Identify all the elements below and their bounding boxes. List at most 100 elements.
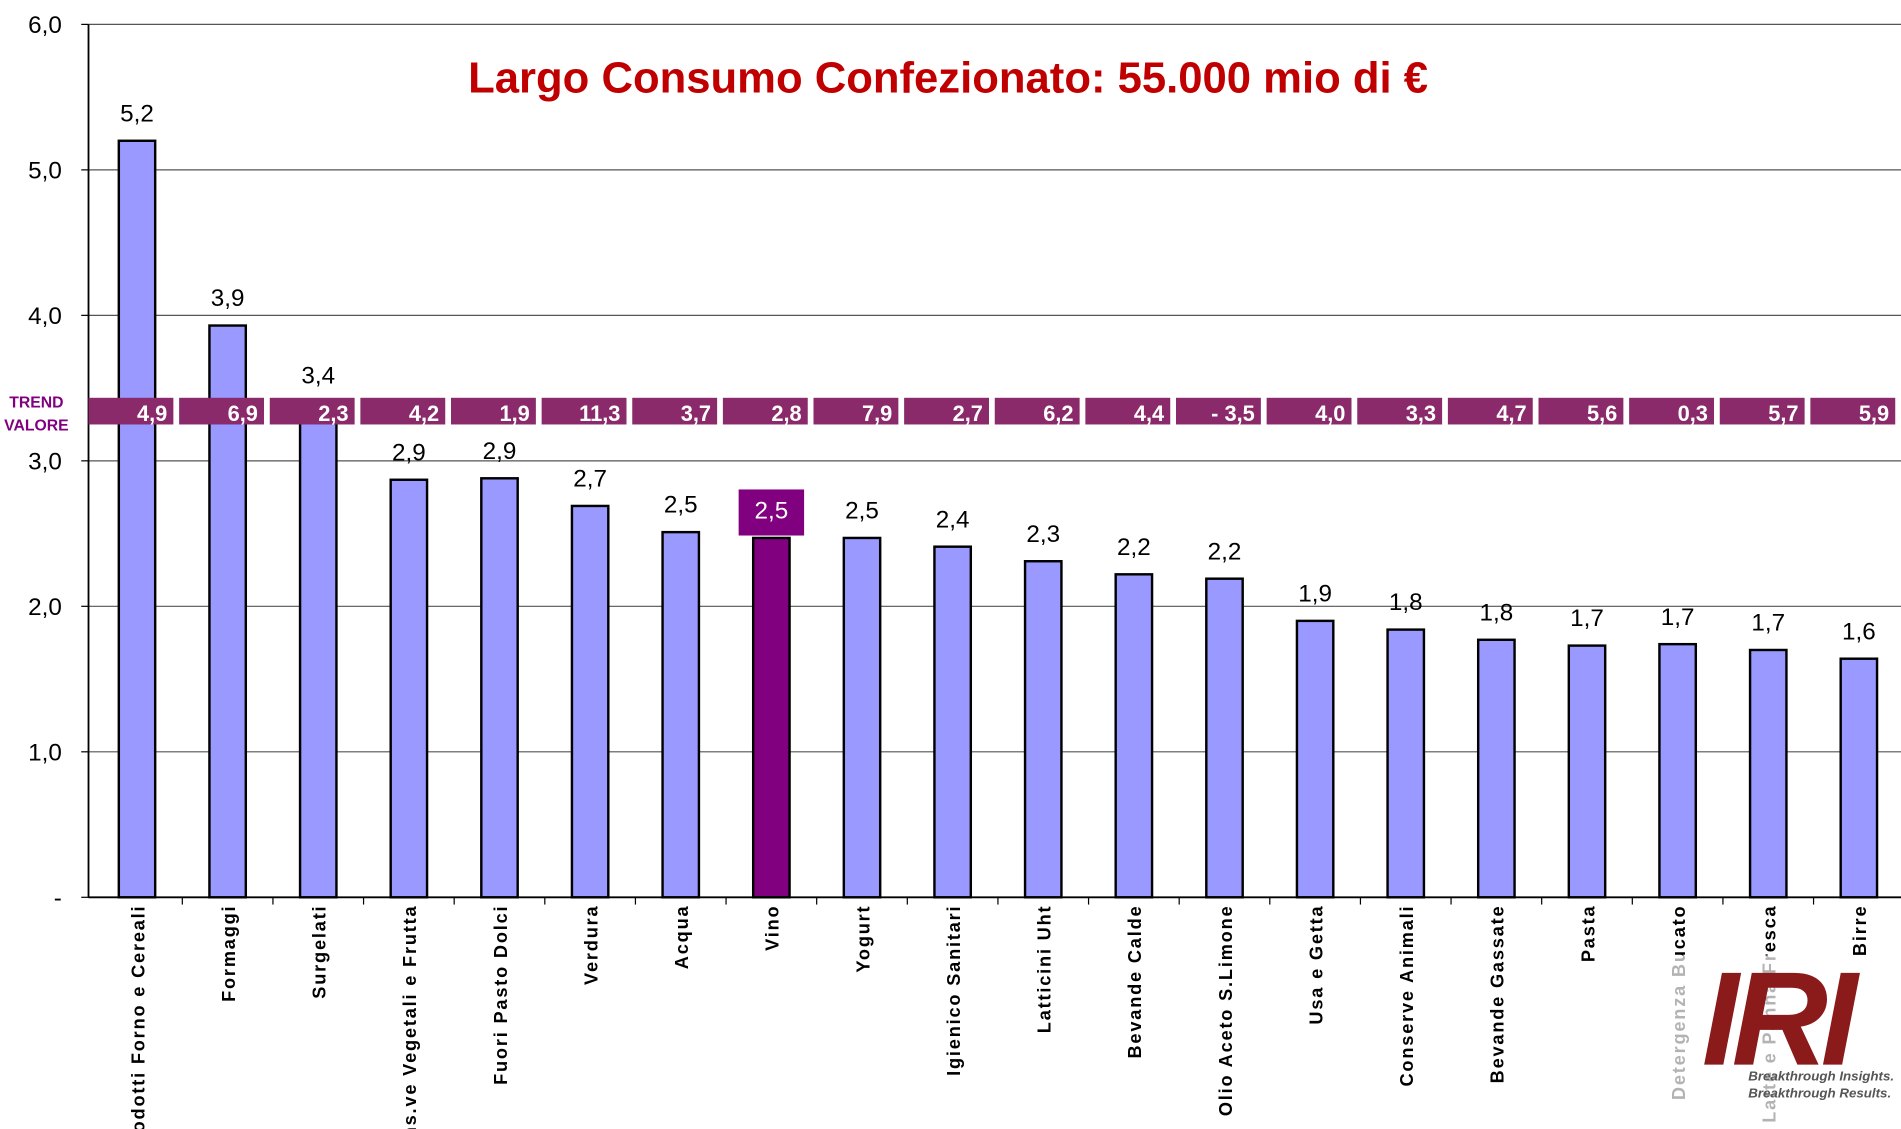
y-tick-label: 4,0 [28, 303, 62, 330]
bar [1114, 573, 1154, 899]
trend-value-label: 2,8 [771, 401, 801, 426]
trend-box [360, 397, 446, 425]
x-tick-label: Verdura [581, 905, 601, 985]
x-tick-label: Conserve Animali [1397, 905, 1417, 1087]
logo-tagline: Breakthrough Results. [1748, 1085, 1891, 1100]
x-label-group: Conserve Animali [1397, 905, 1417, 1087]
x-label-group: Usa e Getta [1306, 905, 1326, 1025]
bar [480, 477, 519, 899]
trend-box [994, 397, 1080, 425]
x-label-group: Formaggi [219, 905, 239, 1002]
logo-text: IRI [1702, 945, 1861, 1094]
trend-box [1176, 397, 1261, 425]
value-label: 1,9 [1298, 580, 1332, 607]
trend-value-label: 0,3 [1678, 401, 1708, 426]
logo-bg [1670, 955, 1901, 1126]
x-label-group: Latticini Uht [1035, 905, 1055, 1034]
logo-tagline: Breakthrough Insights. [1748, 1068, 1894, 1083]
trend-box [1085, 397, 1171, 425]
value-label: 1,6 [1842, 618, 1876, 645]
x-tick-label: Bevande Calde [1125, 905, 1145, 1059]
trend-box [541, 397, 627, 425]
x-tick-label: Birre [1850, 905, 1870, 957]
bar [1567, 644, 1607, 899]
trend-value-label: 4,2 [409, 401, 439, 426]
trend-value-label: 6,9 [228, 401, 258, 426]
bar [117, 139, 157, 899]
bar [570, 504, 610, 899]
bar [1748, 648, 1788, 899]
value-label: 2,2 [1117, 534, 1151, 561]
value-label: 2,7 [573, 466, 607, 493]
x-label-group: Acqua [672, 905, 692, 970]
trend-label: VALORE [4, 418, 68, 435]
trend-value-label: - 3,5 [1211, 401, 1255, 426]
x-tick-label: Igienico Sanitari [944, 905, 964, 1076]
x-tick-label: Bevande Gassate [1488, 905, 1508, 1084]
bar [1476, 638, 1516, 899]
value-label: 5,2 [120, 100, 154, 127]
value-label: 1,7 [1570, 605, 1604, 632]
trend-value-label: 4,7 [1496, 401, 1526, 426]
trend-value-label: 5,7 [1768, 401, 1798, 426]
x-label-group: Yogurt [853, 905, 873, 973]
value-label: 3,9 [211, 285, 245, 312]
y-tick-label: 6,0 [28, 12, 62, 39]
y-tick-label: - [54, 885, 62, 912]
x-label-group: Prodotti Forno e Cereali [128, 905, 148, 1129]
trend-box [179, 397, 264, 425]
trend-value-label: 2,7 [953, 401, 983, 426]
x-tick-label: Acqua [672, 905, 692, 970]
x-label-group: Pasta [1578, 905, 1598, 963]
trend-value-label: 2,3 [318, 401, 348, 426]
trend-value-label: 4,9 [137, 401, 167, 426]
trend-value-label: 3,3 [1406, 401, 1436, 426]
x-tick-label: Latticini Uht [1035, 905, 1055, 1034]
trend-box [1447, 397, 1533, 425]
trend-box [1266, 397, 1352, 425]
trend-box [632, 397, 718, 425]
bar [842, 536, 882, 899]
x-tick-label: Prodotti Forno e Cereali [128, 905, 148, 1129]
trend-box [88, 397, 174, 425]
x-label-group: Birre [1850, 905, 1870, 957]
x-tick-label: Olio Aceto S.Limone [1216, 905, 1236, 1117]
trend-value-label: 11,3 [579, 401, 620, 426]
bar [1023, 560, 1063, 899]
x-label-group: Fuori Pasto Dolci [491, 905, 511, 1085]
bar [751, 536, 791, 899]
value-label: 2,5 [845, 498, 879, 525]
value-label: 2,5 [664, 492, 698, 519]
value-label: 2,9 [392, 439, 426, 466]
x-tick-label: Pasta [1578, 905, 1598, 963]
value-label: 1,7 [1751, 610, 1785, 637]
value-label: 1,7 [1661, 604, 1695, 631]
trend-value-label: 4,4 [1134, 401, 1165, 426]
trend-value-label: 5,6 [1587, 401, 1617, 426]
trend-value-label: 4,0 [1315, 401, 1345, 426]
trend-box [269, 397, 355, 425]
trend-box [451, 397, 536, 425]
trend-value-label: 5,9 [1859, 401, 1889, 426]
x-tick-label: Surgelati [310, 905, 330, 999]
bar [661, 530, 701, 899]
trend-box [1810, 397, 1896, 425]
bar [1386, 628, 1426, 899]
x-label-group: Vino [763, 905, 783, 951]
value-label: 2,3 [1026, 521, 1060, 548]
bar [389, 478, 429, 899]
value-label: 2,4 [936, 506, 970, 533]
trend-box [813, 397, 899, 425]
x-label-group: Bevande Gassate [1488, 905, 1508, 1084]
y-tick-label: 3,0 [28, 448, 62, 475]
y-tick-label: 1,0 [28, 739, 62, 766]
trend-value-label: 3,7 [681, 401, 711, 426]
x-label-group: Cons.ve Vegetali e Frutta [400, 905, 420, 1129]
x-label-group: Bevande Calde [1125, 905, 1145, 1059]
trend-box [1629, 397, 1714, 425]
chart-title: Largo Consumo Confezionato: 55.000 mio d… [468, 53, 1428, 102]
value-label: 1,8 [1480, 599, 1514, 626]
bar [1295, 619, 1335, 899]
trend-value-label: 1,9 [499, 401, 529, 426]
